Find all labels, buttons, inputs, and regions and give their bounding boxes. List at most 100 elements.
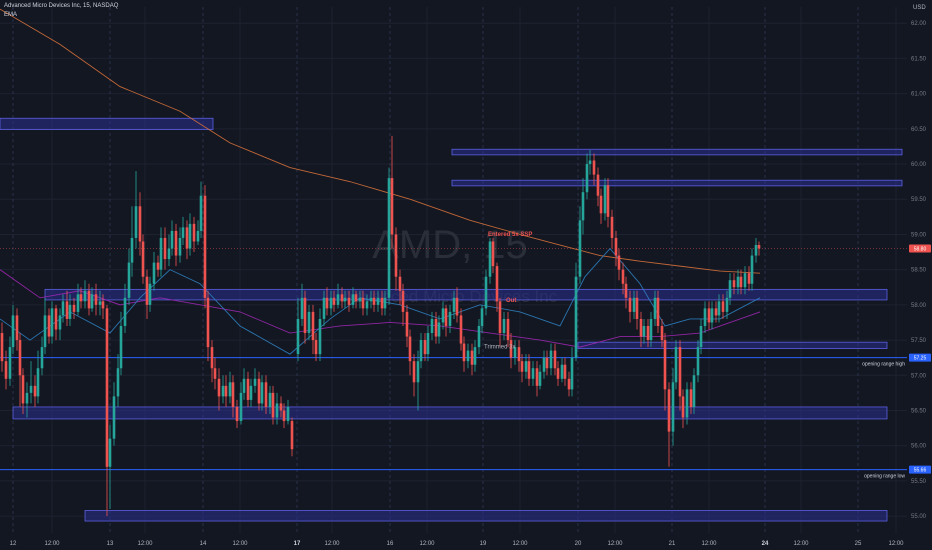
time-tick-label: 21 (669, 541, 676, 547)
candle-body (739, 276, 743, 288)
candle-body (83, 290, 87, 302)
candle-body (101, 301, 105, 309)
candle-body (563, 364, 567, 379)
candle-body (671, 382, 675, 432)
indicator-label[interactable]: EMA (4, 12, 18, 18)
candle-body (307, 311, 311, 334)
candle-body (678, 347, 682, 397)
watermark-symbol: AMD, 15 (372, 223, 528, 267)
price-tick-label: 57.00 (911, 373, 927, 379)
time-tick-label: 25 (855, 541, 862, 547)
candle-body (660, 325, 664, 341)
candle-body (354, 294, 358, 302)
candle-body (4, 361, 8, 379)
candle-body (556, 368, 560, 379)
candle-body (380, 297, 384, 309)
candle-body (725, 297, 729, 312)
candle-body (134, 206, 138, 238)
time-tick-label: 12:00 (324, 541, 340, 547)
candle-body (54, 308, 58, 330)
price-axis[interactable]: 62.00 61.50 61.00 60.50 60.00 59.50 59.00 58.50… (911, 21, 927, 520)
candle-body (163, 237, 167, 260)
candle-body (314, 340, 318, 355)
candle-body (681, 396, 685, 418)
candle-body (159, 237, 163, 270)
candle-body (538, 371, 542, 386)
candle-body (94, 294, 98, 305)
time-tick-label: 14 (200, 541, 207, 547)
time-axis[interactable]: 12 12:00 13 12:00 14 12:00 17 12:00 16 12:00 19 12:… (10, 541, 905, 547)
candle-body (340, 294, 344, 302)
candle-body (401, 290, 405, 312)
candle-body (714, 308, 718, 316)
candle-body (365, 301, 369, 309)
candle-body (119, 325, 123, 369)
time-tick-label: 19 (480, 541, 487, 547)
supply-demand-zones (0, 117, 903, 522)
price-tick-label: 57.50 (911, 338, 927, 344)
candle-body (145, 276, 149, 305)
candle-body (466, 350, 470, 362)
zone-rect (12, 406, 888, 420)
candle-body (18, 340, 22, 376)
candle-body (628, 297, 632, 312)
chart-grid (0, 7, 907, 533)
candle-body (387, 178, 391, 298)
candle-body (242, 378, 246, 393)
candlesticks (0, 135, 761, 517)
candle-body (441, 308, 445, 323)
candle-body (524, 361, 528, 372)
candle-body (156, 262, 160, 270)
candle-body (253, 378, 257, 386)
candle-body (635, 297, 639, 319)
trade-annotation: Trimmed 3x (484, 345, 515, 351)
candle-body (130, 237, 134, 263)
candle-body (549, 350, 553, 369)
time-tick-label: 12 (10, 541, 17, 547)
candle-body (419, 340, 423, 362)
price-tick-label: 60.00 (911, 162, 927, 168)
candle-body (185, 227, 189, 249)
candle-body (452, 297, 456, 312)
zone-rect (0, 117, 214, 130)
candle-body (43, 315, 47, 348)
candle-body (181, 227, 185, 238)
current-price-badge (909, 244, 931, 253)
candle-body (203, 195, 207, 298)
candle-body (358, 297, 362, 302)
candle-body (206, 297, 210, 348)
candle-body (196, 230, 200, 242)
trade-annotation: Entered 5x SSP (488, 232, 532, 238)
candle-body (624, 283, 628, 298)
candle-body (437, 322, 441, 337)
candle-body (491, 241, 495, 267)
candle-body (8, 347, 12, 379)
candle-body (750, 255, 754, 284)
candle-body (231, 382, 235, 407)
candle-body (148, 283, 152, 305)
candle-body (621, 269, 625, 284)
candle-body (257, 378, 261, 404)
level-badge (909, 353, 931, 362)
candle-body (138, 206, 142, 242)
candle-body (560, 364, 564, 379)
candle-body (217, 378, 221, 397)
candle-body (98, 301, 102, 305)
candle-body (79, 294, 83, 302)
price-tick-label: 59.50 (911, 197, 927, 203)
price-tick-label: 61.50 (911, 56, 927, 62)
candle-body (221, 385, 225, 397)
candle-body (246, 378, 250, 400)
time-tick-label: 12:00 (793, 541, 809, 547)
candle-body (72, 304, 76, 312)
candle-body (65, 301, 69, 319)
candle-body (152, 262, 156, 284)
price-tick-label: 58.00 (911, 303, 927, 309)
candle-body (210, 347, 214, 369)
candle-body (213, 368, 217, 379)
candle-body (123, 297, 127, 326)
candle-body (699, 325, 703, 348)
candle-body (0, 333, 4, 362)
candle-body (394, 234, 398, 277)
